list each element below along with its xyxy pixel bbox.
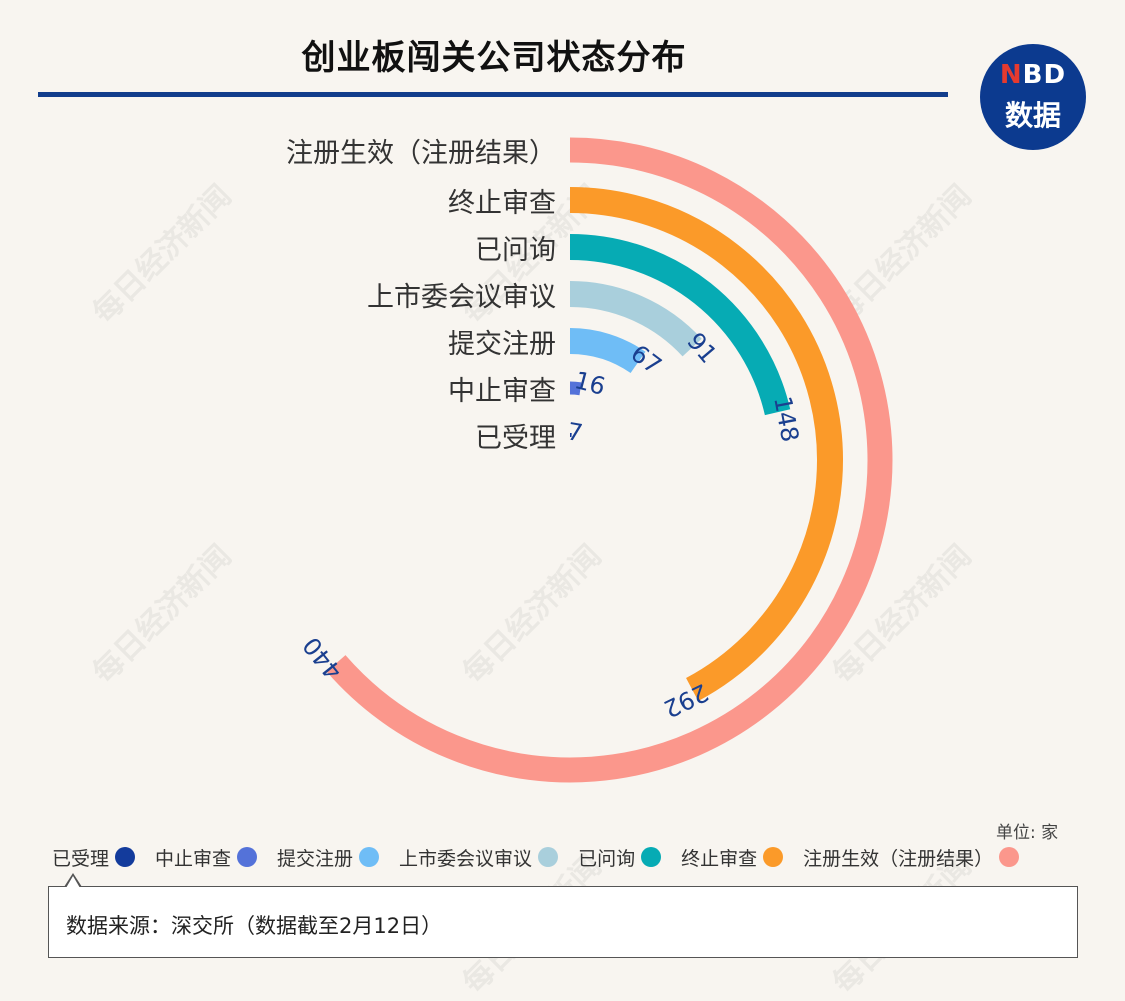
legend-label: 终止审查 — [681, 844, 757, 871]
legend-item-4: 上市委会议审议 — [399, 844, 558, 871]
category-label-1: 注册生效（注册结果） — [286, 138, 556, 169]
category-label-2: 终止审查 — [448, 188, 556, 219]
value-label-6: 16 — [572, 366, 609, 401]
category-label-4: 上市委会议审议 — [367, 282, 556, 313]
legend-swatch — [538, 847, 558, 867]
legend-label: 已受理 — [52, 844, 109, 871]
legend-item-3: 提交注册 — [277, 844, 379, 871]
category-label-7: 已受理 — [475, 423, 556, 454]
legend-swatch — [115, 847, 135, 867]
legend-swatch — [641, 847, 661, 867]
category-label-5: 提交注册 — [448, 329, 556, 360]
legend-item-1: 已受理 — [52, 844, 135, 871]
legend-label: 注册生效（注册结果） — [803, 844, 993, 871]
legend-swatch — [763, 847, 783, 867]
legend-item-6: 终止审查 — [681, 844, 783, 871]
legend: 已受理 中止审查 提交注册 上市委会议审议 已问询 终止审查 注册生效（注册结果） — [52, 843, 1122, 871]
legend-item-5: 已问询 — [578, 844, 661, 871]
value-label-3: 148 — [768, 394, 804, 444]
legend-swatch — [237, 847, 257, 867]
legend-swatch — [999, 847, 1019, 867]
legend-label: 已问询 — [578, 844, 635, 871]
legend-label: 中止审查 — [155, 844, 231, 871]
legend-label: 上市委会议审议 — [399, 844, 532, 871]
value-label-2: 292 — [659, 678, 712, 723]
category-label-3: 已问询 — [475, 235, 556, 266]
value-label-7: 7 — [565, 417, 585, 447]
source-notch-inner — [66, 876, 80, 888]
legend-swatch — [359, 847, 379, 867]
source-note: 数据来源：深交所（数据截至2月12日） — [66, 910, 442, 940]
legend-item-7: 注册生效（注册结果） — [803, 844, 1019, 871]
legend-label: 提交注册 — [277, 844, 353, 871]
unit-label: 单位: 家 — [996, 818, 1058, 843]
legend-item-2: 中止审查 — [155, 844, 257, 871]
bar-2 — [570, 200, 830, 690]
category-label-6: 中止审查 — [448, 376, 556, 407]
